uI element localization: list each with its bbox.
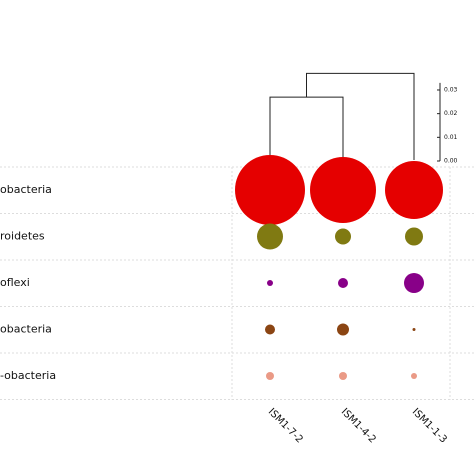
bubble <box>412 328 416 331</box>
bubble <box>335 228 351 245</box>
bubble <box>339 372 347 380</box>
bubble <box>235 155 305 225</box>
bubble <box>267 280 273 286</box>
dendrogram-merge <box>306 72 415 160</box>
y-tick-label: 0.02 <box>444 110 458 117</box>
x-tick-label: ISM1-7-2 <box>266 406 305 445</box>
row-label: -obacteria <box>0 369 56 382</box>
x-tick-label: ISM1-1-3 <box>410 406 449 445</box>
y-tick-label: 0.00 <box>444 158 458 165</box>
bubble <box>411 373 417 379</box>
row-label: obacteria <box>0 323 52 336</box>
bubble <box>337 323 349 336</box>
row-label: oflexi <box>0 276 30 289</box>
bubble <box>404 273 424 293</box>
dendrogram-merge <box>269 96 344 160</box>
row-label: roidetes <box>0 230 45 243</box>
bubble <box>405 227 423 246</box>
y-tick-label: 0.01 <box>444 134 458 141</box>
bubble <box>310 157 376 223</box>
bubble <box>266 372 274 380</box>
bubble <box>385 161 443 219</box>
bubble <box>265 324 275 335</box>
row-label: obacteria <box>0 183 52 196</box>
bubble <box>257 223 283 250</box>
bubble <box>338 278 348 288</box>
x-tick-label: ISM1-4-2 <box>339 406 378 445</box>
y-tick-label: 0.03 <box>444 86 458 93</box>
